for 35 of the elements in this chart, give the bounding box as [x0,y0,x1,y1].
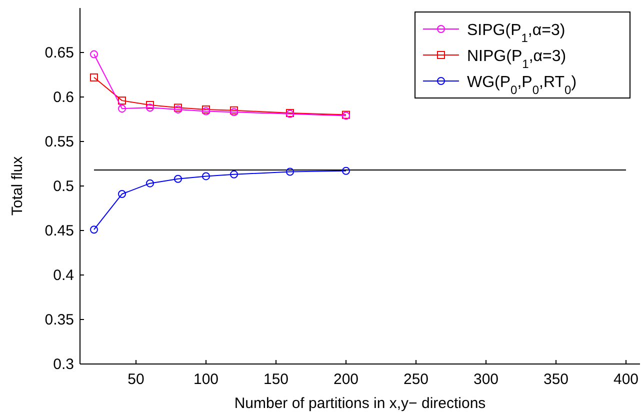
point [342,166,350,175]
x-tick-label: 250 [403,371,429,388]
point [90,50,98,58]
legend-label: WG(P$_{0}$,P$_{0}$,RT$_{0}$) [467,74,577,97]
x-tick-label: 200 [333,371,359,388]
x-tick-label: 100 [193,371,219,388]
y-tick-label: 0.35 [44,312,74,328]
x-tick-label: 350 [543,371,569,388]
y-tick-label: 0.55 [44,134,74,150]
point [202,172,210,180]
y-tick-label: 0.45 [44,222,74,240]
y-tick-label: 0.5 [53,178,74,195]
y-tick-label: 0.6 [53,89,74,106]
x-tick-label: 400 [613,371,639,388]
x-axis-title: Number of partitions in x,y− directions [234,395,486,412]
legend-label: NIPG(P$_{1}$,α=3) [467,48,566,71]
point [90,226,98,234]
y-axis-title: Total flux [9,156,26,216]
point [118,104,126,113]
y-tick-label: 0.4 [53,267,74,284]
legend-label: SIPG(P$_{1}$,α=3) [467,22,566,45]
point [90,73,98,82]
point [146,104,154,112]
point [146,179,154,188]
y-tick-label: 0.3 [53,356,74,373]
x-tick-label: 150 [263,371,289,388]
point [118,190,126,198]
point [146,101,154,110]
point [286,168,294,176]
y-tick-label: 0.65 [44,44,74,62]
point [118,96,126,105]
x-tick-label: 50 [128,371,144,388]
point [230,170,238,178]
x-tick-label: 300 [473,371,499,388]
point [174,174,182,183]
